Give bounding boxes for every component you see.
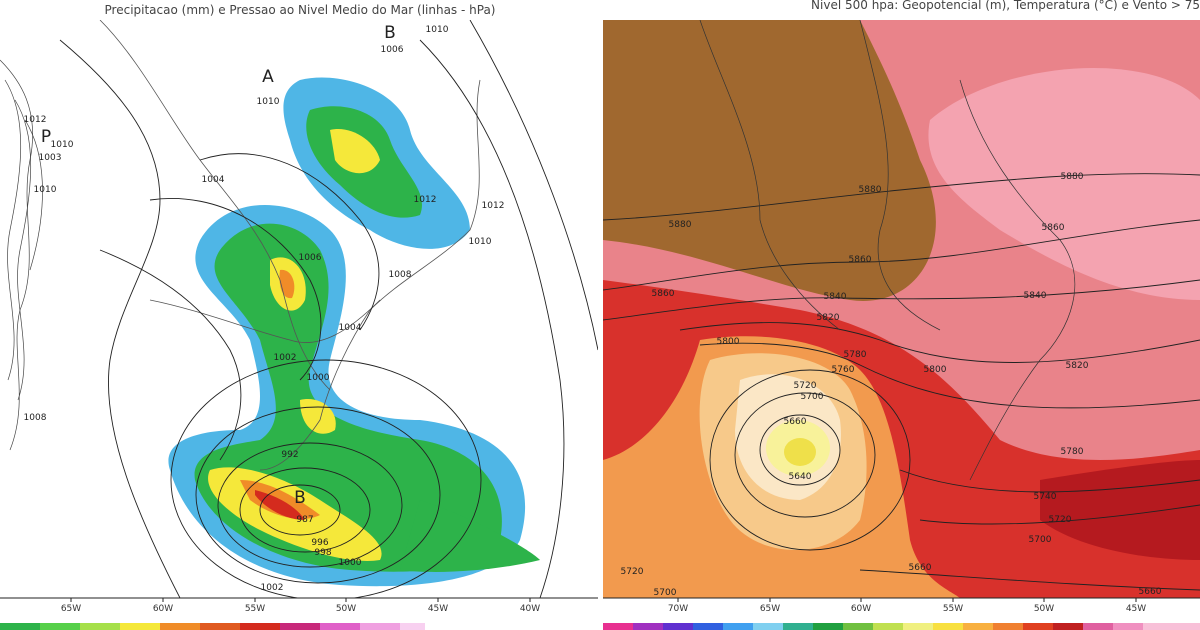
isobar-label: 1008 [389,270,412,280]
isobar-label: 1010 [426,25,449,35]
height-label: 5760 [832,365,855,375]
x-tick-label: 70W [668,604,688,614]
x-tick-label: 50W [1034,604,1054,614]
isobar-label: 1002 [261,583,284,593]
height-label: 5780 [844,350,867,360]
isobar-label: 996 [311,538,328,548]
axes: 65W 60W 55W 50W 45W 40W 70W 65W 60W 55W 50W 45W [61,598,1146,614]
x-tick-label: 40W [520,604,540,614]
borders [699,20,1076,481]
height-label: 5800 [924,365,947,375]
height-label: 5720 [794,381,817,391]
height-label: 5660 [909,563,932,573]
height-label: 5740 [1034,492,1057,502]
height-label: 5840 [1024,291,1047,301]
pressure-center: B [294,488,306,508]
height-label: 5880 [669,220,692,230]
isobar-label: 1006 [299,253,322,263]
pressure-center: A [262,67,274,87]
x-tick-label: 50W [336,604,356,614]
isobar-label: 1002 [274,353,297,363]
right-title: Nivel 500 hpa: Geopotencial (m), Tempera… [811,0,1200,12]
height-label: 5820 [1066,361,1089,371]
x-tick-label: 55W [245,604,265,614]
height-label: 5860 [1042,223,1065,233]
x-tick-label: 65W [61,604,81,614]
height-label: 5640 [789,472,812,482]
isobar-label: 1010 [34,185,57,195]
height-label: 5800 [717,337,740,347]
precip [168,77,540,587]
x-tick-label: 55W [943,604,963,614]
isobar-label: 1012 [24,115,47,125]
x-tick-label: 45W [1126,604,1146,614]
height-contours [603,173,1200,591]
x-tick-label: 45W [428,604,448,614]
left-map: A B P B 1010 1006 1010 1012 1010 1003 1010 1004 1012… [0,20,598,598]
height-label: 5660 [1139,587,1162,597]
height-label: 5780 [1061,447,1084,457]
left-labels: A B P B 1010 1006 1010 1012 1010 1003 1010 1004 1012… [24,23,505,593]
left-colorbar [0,623,425,630]
isobar-label: 1012 [414,195,437,205]
height-label: 5700 [801,392,824,402]
left-title: Precipitacao (mm) e Pressao ao Nivel Med… [105,3,496,17]
isobar-label: 1010 [257,97,280,107]
height-label: 5720 [1049,515,1072,525]
pressure-center: P [41,127,51,147]
isobar-label: 1004 [202,175,225,185]
height-label: 5840 [824,292,847,302]
terrain [0,59,43,451]
height-label: 5860 [849,255,872,265]
height-label: 5880 [859,185,882,195]
isobar-label: 1000 [307,373,330,383]
right-map: 5880 5880 5880 5860 5860 5860 5840 5840 5820 5820… [603,20,1200,598]
isobar-label: 1006 [381,45,404,55]
x-tick-label: 65W [760,604,780,614]
right-labels: 5880 5880 5880 5860 5860 5860 5840 5840 5820 5820… [621,172,1162,598]
height-label: 5880 [1061,172,1084,182]
borders [99,20,481,471]
isobars [59,20,598,598]
right-colorbar [603,623,1200,630]
isobar-label: 1012 [482,201,505,211]
isobar-label: 1010 [469,237,492,247]
isobar-label: 1003 [39,153,62,163]
isobar-label: 1008 [24,413,47,423]
height-label: 5700 [1029,535,1052,545]
isobar-label: 992 [281,450,298,460]
height-label: 5860 [652,289,675,299]
height-label: 5720 [621,567,644,577]
height-label: 5820 [817,313,840,323]
height-label: 5660 [784,417,807,427]
isobar-label: 1010 [51,140,74,150]
height-label: 5700 [654,588,677,598]
pressure-center: B [384,23,396,43]
isobar-label: 1004 [339,323,362,333]
isobar-label: 987 [296,515,313,525]
x-tick-label: 60W [153,604,173,614]
x-tick-label: 60W [851,604,871,614]
isobar-label: 998 [314,548,331,558]
isobar-label: 1000 [339,558,362,568]
